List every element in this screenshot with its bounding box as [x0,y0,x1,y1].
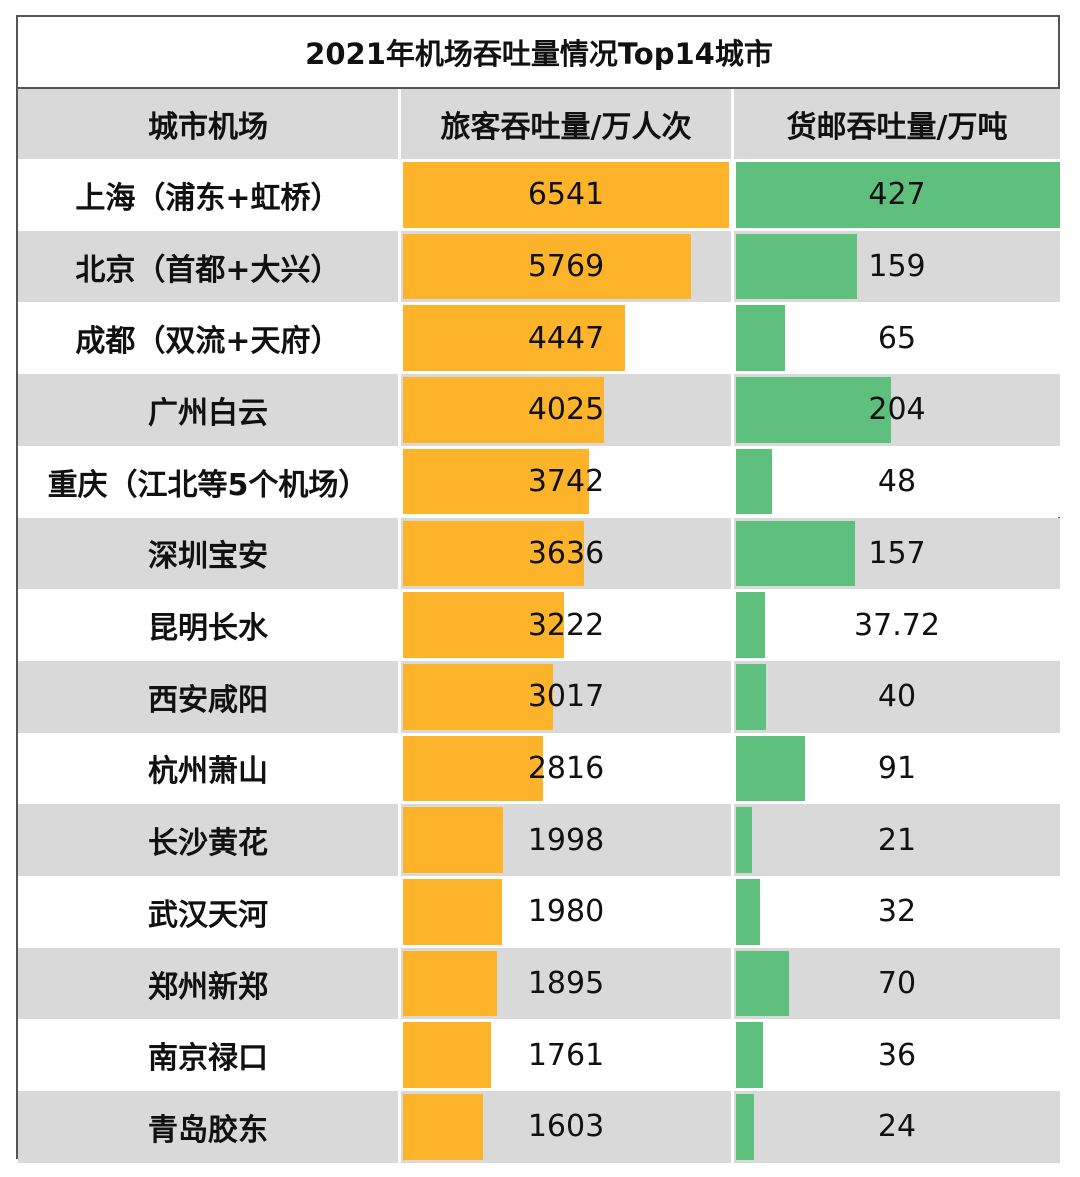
table-row [18,876,1060,948]
passenger-bar [403,735,544,802]
city-cell: 广州白云 [148,395,268,431]
city-cell: 武汉天河 [148,897,268,933]
cargo-bar [736,162,1060,228]
city-cell: 北京（首都+大兴） [75,252,341,288]
header-divider [18,87,1060,89]
cargo-value: 48 [877,464,917,500]
city-cell: 深圳宝安 [148,539,268,575]
cargo-value: 91 [877,750,917,786]
city-cell: 杭州萧山 [148,754,268,790]
cargo-bar [736,950,790,1017]
cargo-value: 32 [877,894,917,930]
table-row [18,947,1060,1020]
passenger-value: 3222 [527,607,605,643]
passenger-bar [403,807,503,873]
cargo-value: 427 [868,177,926,213]
passenger-value: 1761 [527,1037,605,1073]
city-cell: 青岛胶东 [148,1112,268,1148]
cargo-value: 70 [877,966,917,1002]
cargo-bar [736,520,856,587]
cargo-bar [736,1022,764,1089]
passenger-value: 3636 [527,535,605,571]
city-cell: 长沙黄花 [148,826,268,862]
passenger-bar [403,162,729,228]
table-title: 2021年机场吞吐量情况Top14城市 [305,37,773,71]
table-row [18,1091,1060,1163]
passenger-bar [403,879,502,945]
passenger-bar [403,377,604,443]
passenger-bar [403,663,554,730]
passenger-value: 3742 [527,464,605,500]
cargo-value: 24 [877,1109,917,1145]
cargo-value: 204 [868,392,926,428]
passenger-value: 2816 [527,750,605,786]
header-passenger: 旅客吞吐量/万人次 [440,110,692,145]
city-cell: 南京禄口 [148,1041,268,1077]
passenger-value: 1895 [527,966,605,1002]
passenger-bar [403,950,498,1017]
passenger-value: 6541 [527,177,605,213]
cargo-value: 21 [877,822,917,858]
city-cell: 重庆（江北等5个机场） [47,467,369,503]
passenger-bar [403,305,625,372]
cargo-value: 40 [877,679,917,715]
passenger-bar [403,592,564,658]
passenger-value: 4025 [527,392,605,428]
passenger-value: 5769 [527,249,605,285]
passenger-value: 3017 [527,679,605,715]
passenger-bar [403,1094,483,1160]
header-cargo: 货邮吞吐量/万吨 [786,110,1008,145]
cargo-value: 65 [877,320,917,356]
table-row [18,804,1060,876]
city-cell: 成都（双流+天府） [75,324,341,360]
column-separator [731,89,734,1163]
table-row [18,1019,1060,1092]
city-cell: 西安咸阳 [148,682,268,718]
city-cell: 上海（浦东+虹桥） [75,180,341,216]
cargo-bar [736,879,761,945]
cargo-bar [736,1094,755,1160]
header-city: 城市机场 [148,110,268,145]
city-cell: 昆明长水 [148,611,268,647]
cargo-value: 37.72 [854,607,940,643]
cargo-bar [736,448,773,515]
cargo-bar [736,377,891,443]
cargo-bar [736,305,786,372]
cargo-bar [736,663,767,730]
cargo-bar [736,735,806,802]
passenger-value: 4447 [527,320,605,356]
city-cell: 郑州新郑 [148,969,268,1005]
column-separator [398,89,401,1163]
passenger-bar [403,233,691,300]
passenger-value: 1603 [527,1109,605,1145]
passenger-bar [403,1022,491,1089]
cargo-value: 157 [868,535,926,571]
cargo-bar [736,233,857,300]
cargo-value: 159 [868,249,926,285]
cargo-bar [736,592,765,658]
passenger-value: 1980 [527,894,605,930]
passenger-bar [403,448,590,515]
passenger-bar [403,520,585,587]
cargo-value: 36 [877,1037,917,1073]
cargo-bar [736,807,752,873]
passenger-value: 1998 [527,822,605,858]
header-row [18,89,1060,159]
